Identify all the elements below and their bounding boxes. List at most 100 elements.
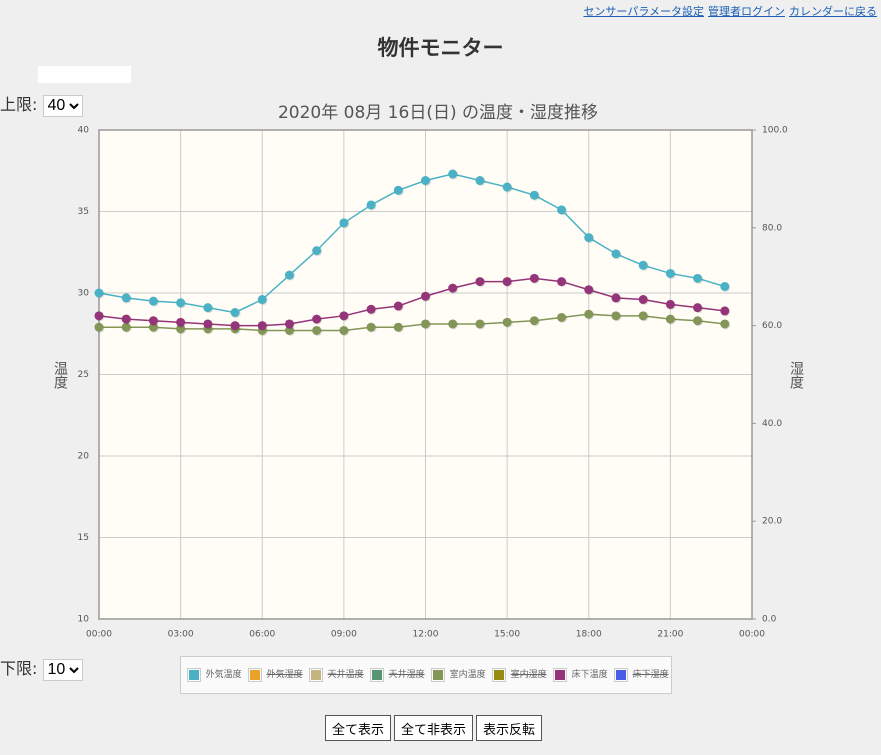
legend-entry[interactable]: 天井湿度	[364, 668, 425, 682]
data-point	[557, 205, 567, 215]
data-point	[611, 311, 621, 321]
hide-all-button[interactable]: 全て非表示	[394, 715, 474, 741]
data-point	[366, 200, 376, 210]
upper-control: 上限: 40	[0, 91, 83, 117]
data-point	[448, 169, 458, 179]
y2-tick-label: 0.0	[762, 615, 777, 625]
data-point	[720, 281, 730, 291]
link[interactable]: 管理者ログイン	[708, 5, 785, 18]
plot-border	[98, 129, 753, 620]
invert-button[interactable]: 表示反転	[476, 715, 543, 741]
data-point	[284, 270, 294, 280]
x-tick-label: 18:00	[576, 630, 602, 640]
lower-control: 下限: 10	[0, 655, 83, 681]
legend-label: 室内湿度	[510, 670, 547, 680]
x-tick-label: 15:00	[494, 630, 520, 640]
data-point	[257, 321, 267, 331]
data-point	[720, 306, 730, 316]
legend-label: 天井湿度	[388, 670, 425, 680]
data-point	[312, 314, 322, 324]
button-bar: 全て表示 全て非表示 表示反転	[325, 715, 543, 741]
legend-entry[interactable]: 室内温度	[425, 668, 486, 682]
data-point	[502, 182, 512, 192]
data-point	[638, 260, 648, 270]
legend-entry[interactable]: 床下温度	[547, 668, 608, 682]
series-line	[99, 313, 725, 332]
legend-entry[interactable]: 室内湿度	[486, 668, 547, 682]
data-point	[638, 311, 648, 321]
data-point	[148, 322, 158, 332]
data-point	[339, 325, 349, 335]
data-point	[448, 319, 458, 329]
y2-tick-label: 20.0	[762, 517, 782, 527]
y-tick-label: 30	[78, 289, 90, 299]
data-point	[121, 314, 131, 324]
y-axis-label: 温度	[52, 361, 68, 389]
legend-label: 床下湿度	[632, 670, 669, 680]
legend-label: 床下温度	[571, 670, 608, 680]
legend-entry[interactable]: 天井温度	[303, 668, 364, 682]
legend: 外気温度 外気湿度 天井温度 天井湿度 室内温度 室内湿度 床下温度 床下湿度	[180, 656, 672, 694]
data-point	[203, 303, 213, 313]
legend-swatch	[187, 668, 201, 682]
y2-tick-label: 80.0	[762, 223, 782, 233]
legend-label: 外気温度	[205, 670, 242, 680]
x-tick-label: 21:00	[657, 630, 683, 640]
y2-tick-label: 60.0	[762, 321, 782, 331]
data-point	[475, 277, 485, 287]
data-point	[557, 277, 567, 287]
data-point	[584, 309, 594, 319]
data-point	[284, 319, 294, 329]
data-point	[638, 295, 648, 305]
data-point	[176, 324, 186, 334]
legend-label: 天井温度	[327, 670, 364, 680]
legend-entry[interactable]: 外気温度	[181, 668, 242, 682]
data-point	[475, 176, 485, 186]
legend-swatch	[370, 668, 384, 682]
data-point	[312, 325, 322, 335]
link[interactable]: センサーパラメータ設定	[583, 5, 704, 18]
legend-swatch	[248, 668, 262, 682]
data-point	[421, 319, 430, 329]
y-tick-label: 40	[78, 126, 90, 136]
show-all-button[interactable]: 全て表示	[325, 715, 392, 741]
data-point	[366, 322, 376, 332]
data-point	[366, 304, 376, 314]
page-title: 物件モニター	[377, 36, 504, 60]
data-point	[284, 325, 294, 335]
upper-select[interactable]: 40	[42, 94, 83, 117]
data-point	[421, 291, 430, 301]
lower-select[interactable]: 10	[42, 658, 83, 681]
data-point	[529, 190, 539, 200]
legend-swatch	[431, 668, 445, 682]
data-point	[121, 293, 131, 303]
data-point	[94, 288, 104, 298]
legend-swatch	[553, 668, 567, 682]
data-point	[557, 312, 567, 322]
y-tick-label: 35	[78, 207, 89, 217]
legend-swatch	[614, 668, 628, 682]
data-point	[94, 311, 104, 321]
x-tick-label: 03:00	[168, 630, 194, 640]
legend-entry[interactable]: 床下湿度	[608, 668, 669, 682]
data-point	[148, 296, 158, 306]
data-point	[393, 185, 403, 195]
top-links: センサーパラメータ設定 管理者ログイン カレンダーに戻る	[579, 0, 877, 19]
data-point	[665, 314, 675, 324]
link[interactable]: カレンダーに戻る	[789, 5, 877, 18]
data-point	[339, 311, 349, 321]
data-point	[312, 246, 322, 256]
x-tick-label: 00:00	[739, 630, 765, 640]
series-line	[98, 173, 726, 314]
data-point	[584, 285, 594, 295]
data-point	[611, 293, 621, 303]
legend-label: 室内温度	[449, 670, 486, 680]
data-point	[257, 295, 267, 305]
legend-label: 外気湿度	[266, 670, 303, 680]
legend-entry[interactable]: 外気湿度	[242, 668, 303, 682]
data-point	[121, 322, 131, 332]
data-point	[611, 249, 621, 259]
legend-swatch	[309, 668, 323, 682]
data-point	[393, 322, 403, 332]
